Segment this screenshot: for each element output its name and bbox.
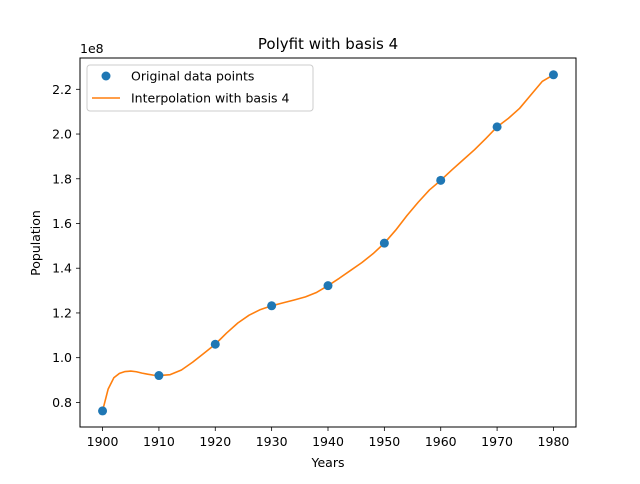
y-tick-label: 2.0 <box>52 127 72 142</box>
x-tick-label: 1910 <box>143 434 175 449</box>
x-tick-label: 1930 <box>256 434 288 449</box>
y-tick-label: 2.2 <box>52 82 72 97</box>
data-point <box>98 406 107 415</box>
data-point <box>380 239 389 248</box>
data-point <box>267 301 276 310</box>
x-tick-label: 1900 <box>87 434 119 449</box>
y-axis-label: Population <box>28 210 43 276</box>
data-point <box>154 371 163 380</box>
y-tick-label: 1.0 <box>52 350 72 365</box>
y-tick-label: 1.4 <box>52 261 72 276</box>
data-point <box>436 176 445 185</box>
data-point <box>493 122 502 131</box>
chart-title: Polyfit with basis 4 <box>258 35 398 53</box>
x-tick-label: 1920 <box>199 434 231 449</box>
legend-label-points: Original data points <box>131 69 254 84</box>
legend: Original data points Interpolation with … <box>87 65 313 111</box>
x-tick-label: 1960 <box>425 434 457 449</box>
x-tick-label: 1940 <box>312 434 344 449</box>
legend-marker-points <box>102 72 111 81</box>
legend-label-interpolation: Interpolation with basis 4 <box>131 91 290 106</box>
y-offset-label: 1e8 <box>80 41 104 56</box>
x-axis: 1900 1910 1920 1930 1940 1950 1960 1970 1980 <box>87 427 570 449</box>
data-point <box>324 281 333 290</box>
data-point <box>549 70 558 79</box>
data-point <box>211 340 220 349</box>
y-tick-label: 1.6 <box>52 216 72 231</box>
y-tick-label: 1.8 <box>52 171 72 186</box>
x-axis-label: Years <box>311 455 345 470</box>
x-tick-label: 1950 <box>368 434 400 449</box>
x-tick-label: 1980 <box>538 434 570 449</box>
y-tick-label: 1.2 <box>52 305 72 320</box>
y-tick-label: 0.8 <box>52 395 72 410</box>
x-tick-label: 1970 <box>481 434 513 449</box>
